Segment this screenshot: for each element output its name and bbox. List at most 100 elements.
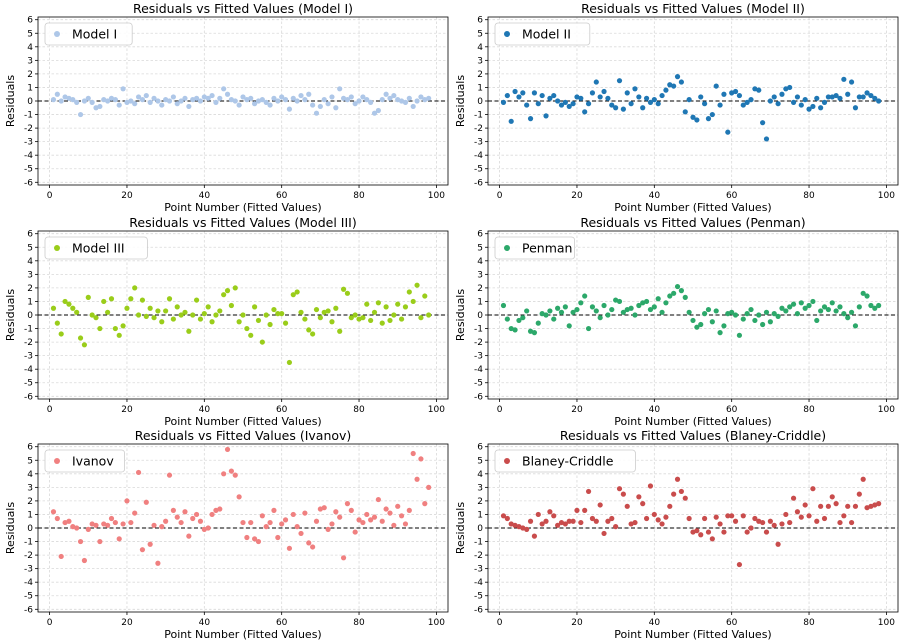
data-point (632, 86, 638, 92)
y-tick-label: 4 (477, 470, 483, 480)
data-point (166, 472, 173, 478)
data-point (290, 292, 296, 298)
data-point (876, 501, 882, 507)
data-point (58, 553, 64, 560)
data-point (105, 522, 111, 528)
data-point (798, 102, 804, 108)
data-point (524, 308, 530, 314)
y-tick-label: -3 (24, 352, 33, 362)
data-point (578, 300, 584, 306)
y-tick-label: 2 (27, 284, 33, 294)
data-point (814, 317, 820, 324)
data-point (112, 325, 118, 332)
legend-box (494, 449, 636, 473)
data-point (329, 521, 335, 527)
data-point (313, 306, 320, 313)
data-point (263, 312, 269, 318)
data-point (659, 92, 665, 99)
data-point (771, 522, 777, 528)
data-point (410, 103, 416, 110)
data-point (547, 95, 553, 101)
data-point (771, 311, 777, 317)
x-tick-label: 40 (649, 618, 661, 628)
data-point (313, 110, 320, 116)
data-point (352, 101, 358, 107)
data-point (178, 519, 184, 526)
data-point (209, 92, 215, 99)
data-point (101, 298, 107, 305)
data-point (848, 79, 855, 85)
data-point (763, 529, 770, 535)
data-point (818, 308, 824, 314)
x-axis-label: Point Number (Fitted Values) (164, 628, 321, 641)
data-point (116, 332, 122, 338)
data-point (578, 519, 584, 526)
data-point (686, 515, 692, 522)
data-point (352, 312, 358, 318)
data-point (209, 511, 215, 518)
data-point (860, 94, 866, 100)
data-point (371, 110, 378, 116)
y-tick-label: 4 (27, 43, 33, 53)
data-point (655, 517, 661, 523)
data-point (337, 86, 343, 92)
data-point (848, 309, 855, 315)
data-point (775, 313, 781, 319)
data-point (132, 510, 138, 516)
data-point (767, 98, 773, 104)
data-point (143, 92, 149, 99)
y-tick-label: 3 (27, 56, 33, 66)
data-point (802, 305, 808, 311)
data-point (77, 335, 84, 341)
data-point (375, 496, 381, 503)
data-point (383, 506, 389, 512)
data-point (717, 330, 723, 336)
data-point (767, 518, 773, 524)
data-point (574, 507, 580, 513)
data-point (705, 116, 712, 122)
data-point (58, 98, 64, 104)
data-point (721, 323, 727, 329)
data-point (259, 97, 265, 103)
data-point (54, 91, 60, 97)
data-point (500, 302, 507, 309)
data-point (66, 518, 72, 524)
y-tick-label: 0 (27, 524, 33, 534)
data-point (763, 136, 770, 142)
y-tick-label: -1 (474, 111, 483, 121)
data-point (124, 305, 130, 311)
data-point (333, 305, 339, 311)
data-point (636, 94, 642, 100)
data-point (174, 304, 180, 310)
data-point (279, 94, 285, 100)
y-tick-label: 6 (27, 230, 33, 240)
data-point (690, 317, 696, 324)
legend-marker (54, 245, 60, 251)
data-point (620, 106, 626, 112)
data-point (605, 312, 611, 318)
data-point (725, 129, 731, 135)
y-tick-label: -6 (24, 178, 33, 188)
data-point (228, 302, 234, 309)
data-point (151, 95, 157, 101)
data-point (810, 486, 816, 492)
x-axis-label: Point Number (Fitted Values) (614, 628, 771, 641)
y-tick-label: -4 (24, 578, 33, 588)
x-tick-label: 0 (47, 191, 53, 201)
data-point (729, 513, 735, 519)
x-tick-label: 0 (497, 618, 503, 628)
data-point (860, 290, 866, 296)
y-tick-label: 2 (27, 497, 33, 507)
data-point (356, 98, 362, 104)
data-point (732, 518, 739, 524)
data-point (504, 515, 510, 522)
data-point (364, 301, 370, 307)
y-tick-label: 6 (477, 16, 483, 26)
data-point (671, 491, 677, 497)
legend-label: Model III (72, 241, 125, 256)
data-point (221, 292, 227, 298)
data-point (593, 79, 599, 85)
data-point (643, 298, 650, 305)
data-point (593, 518, 599, 524)
data-point (845, 91, 851, 97)
